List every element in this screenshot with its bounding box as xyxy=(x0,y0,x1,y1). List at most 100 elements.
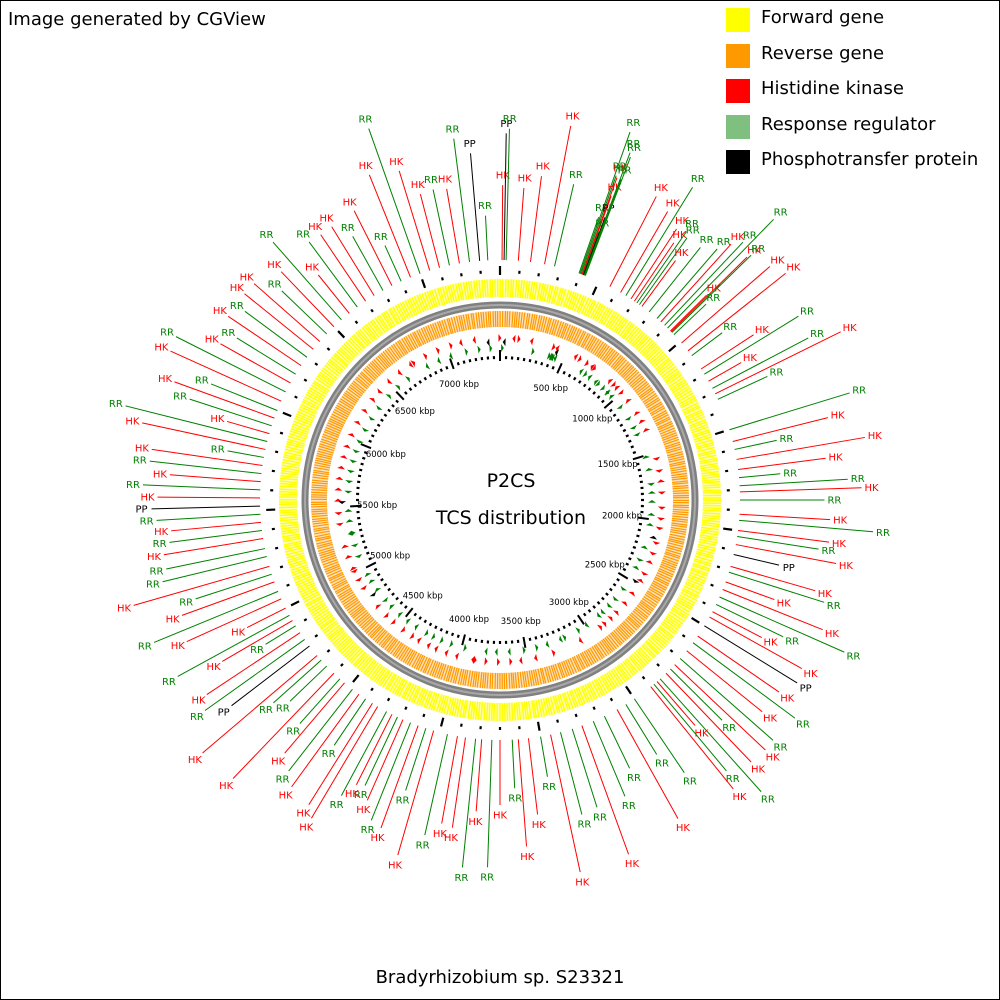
tcs-callout-line xyxy=(221,620,293,662)
tcs-callout-label: RR xyxy=(354,790,368,801)
tcs-feature-arrow xyxy=(597,624,602,632)
outer-ruler-tick xyxy=(340,663,344,667)
tcs-callout-label: RR xyxy=(195,376,209,387)
forward-gene-mark xyxy=(428,290,437,308)
reverse-gene-mark xyxy=(319,550,335,557)
forward-gene-mark xyxy=(624,659,637,675)
tcs-callout-label: HK xyxy=(299,822,314,833)
forward-gene-mark xyxy=(280,472,299,476)
inner-ruler-tick xyxy=(395,399,399,404)
tcs-callout-line xyxy=(272,241,342,321)
reverse-gene-mark xyxy=(388,346,400,361)
reverse-gene-mark xyxy=(411,652,420,668)
reverse-gene-mark xyxy=(628,373,642,386)
reverse-gene-mark xyxy=(320,554,337,561)
tcs-callout-line xyxy=(451,737,466,828)
tcs-callout-line xyxy=(142,484,261,491)
forward-gene-mark xyxy=(511,702,514,721)
inner-ruler-tick xyxy=(418,380,422,384)
tcs-callout-label: RR xyxy=(478,201,492,212)
forward-gene-mark xyxy=(456,698,462,717)
tcs-feature-arrow xyxy=(435,347,440,355)
reverse-gene-mark xyxy=(626,617,640,629)
tcs-callout-label: HK xyxy=(654,183,669,194)
tcs-callout-line xyxy=(308,241,358,308)
inner-ruler-tick xyxy=(545,363,550,368)
forward-gene-mark xyxy=(523,701,528,720)
outer-ruler-tick xyxy=(326,649,331,653)
reverse-gene-mark xyxy=(672,489,689,492)
tcs-feature-arrow xyxy=(657,517,666,521)
tcs-callout-label: RR xyxy=(424,175,438,186)
reverse-gene-mark xyxy=(649,586,664,596)
tcs-callout-line xyxy=(226,420,270,435)
forward-gene-mark xyxy=(700,462,719,468)
forward-gene-mark xyxy=(465,281,470,300)
tcs-callout-line xyxy=(503,133,507,261)
outer-ruler-tick xyxy=(714,430,725,436)
tcs-callout-label: HK xyxy=(695,728,710,739)
reverse-gene-mark xyxy=(472,671,476,688)
tcs-feature-arrow xyxy=(636,579,644,584)
forward-gene-mark xyxy=(285,549,304,556)
outer-ruler-tick xyxy=(710,413,714,417)
tcs-feature-arrow xyxy=(652,540,661,545)
tcs-callout-label: RR xyxy=(259,705,273,716)
tcs-callout-label: HK xyxy=(345,789,360,800)
reverse-gene-mark xyxy=(323,561,339,569)
reverse-gene-mark xyxy=(452,667,458,684)
inner-ruler-tick xyxy=(556,362,563,374)
outer-ruler-tick xyxy=(626,308,630,313)
reverse-gene-mark xyxy=(668,455,685,461)
tcs-callout-label: HK xyxy=(433,829,448,840)
outer-ruler-tick xyxy=(279,431,284,435)
tcs-feature-arrow xyxy=(599,384,605,391)
tcs-callout-label: HK xyxy=(839,561,854,572)
reverse-gene-mark xyxy=(319,552,336,559)
forward-gene-mark xyxy=(639,339,654,354)
forward-gene-mark xyxy=(347,338,362,353)
forward-gene-mark xyxy=(641,341,656,356)
tcs-callout-line xyxy=(686,650,763,713)
forward-gene-mark xyxy=(371,319,384,335)
legend-label-reverse-gene: Reverse gene xyxy=(761,42,885,64)
reverse-gene-mark xyxy=(474,671,478,688)
legend-label-forward-gene: Forward gene xyxy=(761,7,885,28)
tcs-feature-arrow xyxy=(594,379,600,386)
reverse-gene-mark xyxy=(422,326,431,343)
tcs-feature-arrow xyxy=(417,637,422,645)
reverse-gene-mark xyxy=(476,671,480,688)
inner-ruler-tick xyxy=(474,638,478,643)
forward-gene-mark xyxy=(653,354,668,368)
reverse-gene-mark xyxy=(664,441,681,448)
reverse-gene-mark xyxy=(311,508,328,511)
tcs-feature-arrow xyxy=(647,500,656,503)
forward-gene-mark xyxy=(659,363,675,376)
reverse-gene-mark xyxy=(597,344,608,358)
forward-gene-mark xyxy=(702,483,721,487)
tcs-callout-line xyxy=(735,544,837,565)
forward-gene-mark xyxy=(311,606,328,617)
reverse-gene-mark xyxy=(446,318,453,335)
tcs-callout-line xyxy=(291,693,360,788)
forward-gene-mark xyxy=(673,604,690,616)
tcs-callout-line xyxy=(366,719,404,801)
tcs-callout-line xyxy=(734,439,777,450)
reverse-gene-mark xyxy=(344,392,358,403)
tcs-callout-line xyxy=(485,215,489,261)
inner-ruler-tick xyxy=(404,607,414,618)
forward-gene-mark xyxy=(674,387,691,398)
tcs-callout-label: HK xyxy=(763,714,778,725)
tcs-feature-arrow xyxy=(430,632,436,640)
tcs-callout-line xyxy=(579,131,631,274)
reverse-gene-mark xyxy=(375,357,387,370)
reverse-gene-mark xyxy=(329,417,345,426)
tcs-callout-line xyxy=(133,565,270,606)
forward-gene-mark xyxy=(679,594,696,604)
forward-gene-mark xyxy=(557,288,565,306)
forward-gene-mark xyxy=(371,665,384,681)
forward-gene-mark xyxy=(369,663,382,680)
reverse-gene-mark xyxy=(459,669,465,685)
outer-ruler-tick xyxy=(303,378,308,382)
tcs-callout-line xyxy=(149,460,262,475)
